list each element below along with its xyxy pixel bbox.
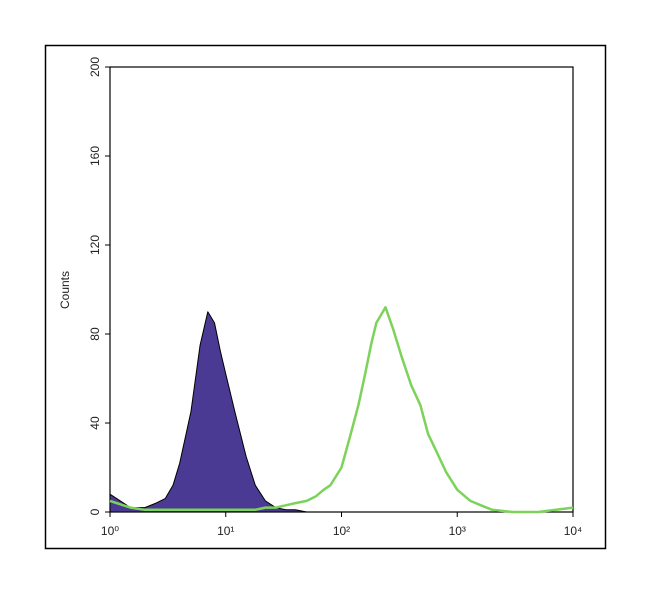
y-tick-label: 40 xyxy=(88,416,102,430)
histogram-area xyxy=(109,311,574,513)
y-tick-label: 80 xyxy=(88,327,102,341)
frame xyxy=(44,44,607,550)
plot-area xyxy=(109,66,574,513)
y-tick-label: 0 xyxy=(88,508,102,515)
x-tick-label: 10¹ xyxy=(217,524,234,538)
y-tick-label: 120 xyxy=(88,235,102,255)
histogram-line xyxy=(109,306,574,514)
y-tick-label: 160 xyxy=(88,146,102,166)
y-axis-label: Counts xyxy=(58,271,72,309)
x-tick-label: 10³ xyxy=(449,524,466,538)
x-tick-label: 10² xyxy=(333,524,350,538)
x-tick-label: 10⁰ xyxy=(101,524,119,538)
x-tick-label: 10⁴ xyxy=(564,524,583,538)
y-tick-label: 200 xyxy=(88,57,102,77)
